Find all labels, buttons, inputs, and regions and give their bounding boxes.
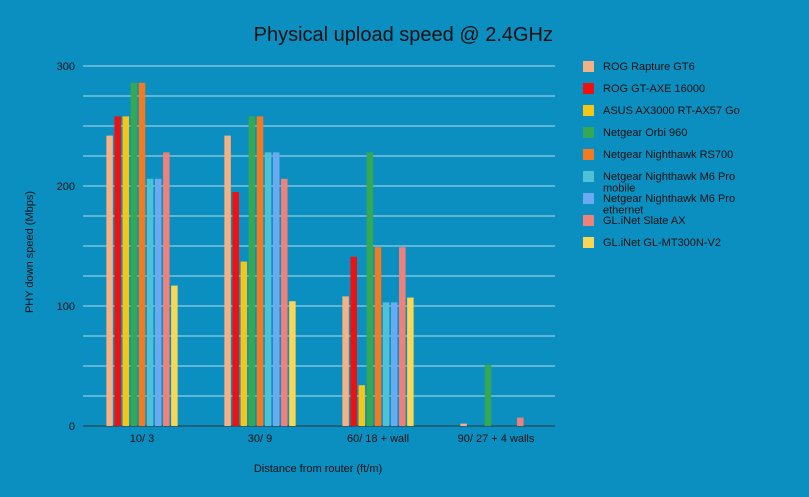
legend-label: Netgear Nighthawk RS700	[603, 149, 733, 161]
y-tick-label: 0	[69, 421, 75, 433]
bar	[248, 116, 256, 427]
bar	[171, 285, 178, 426]
y-tick-label: 200	[57, 181, 75, 193]
bar	[146, 178, 154, 426]
bar	[106, 135, 113, 426]
legend-label: GL.iNet Slate AX	[603, 215, 686, 227]
legend-swatch	[583, 171, 594, 182]
legend-swatch	[583, 105, 594, 116]
legend-swatch	[583, 215, 594, 226]
bar	[154, 178, 162, 426]
legend-swatch	[583, 193, 594, 204]
legend-swatch	[583, 127, 594, 138]
legend-label: ROG Rapture GT6	[603, 61, 695, 73]
bar	[460, 423, 467, 426]
legend-label: Netgear Nighthawk M6 Pro ethernet	[603, 193, 735, 217]
x-axis-label: Distance from router (ft/m)	[254, 463, 382, 475]
x-tick-label: 30/ 9	[248, 433, 272, 445]
chart-title: Physical upload speed @ 2.4GHz	[254, 24, 553, 46]
bar	[130, 82, 138, 427]
grid-lines	[83, 65, 555, 427]
bar	[407, 297, 414, 426]
bar	[232, 192, 239, 426]
bar	[289, 301, 296, 426]
legend-label: ASUS AX3000 RT-AX57 Go	[603, 105, 740, 117]
legend: ROG Rapture GT6 ROG GT-AXE 16000 ASUS AX30…	[583, 61, 740, 249]
bars	[106, 82, 524, 427]
bar	[114, 116, 121, 427]
bar	[138, 82, 146, 427]
bar	[399, 247, 406, 426]
bar	[272, 152, 280, 426]
bar	[517, 417, 524, 426]
x-tick-label: 10/ 3	[130, 433, 154, 445]
bar	[224, 135, 231, 426]
legend-swatch	[583, 237, 594, 248]
bar	[382, 302, 390, 426]
legend-swatch	[583, 61, 594, 72]
bar	[484, 364, 492, 426]
bar	[366, 152, 374, 426]
bar	[122, 116, 130, 427]
legend-swatch	[583, 83, 594, 94]
bar	[390, 302, 398, 426]
x-tick-labels: 10/ 3 30/ 9 60/ 18 + wall 90/ 27 + 4 walls	[130, 433, 535, 445]
legend-label: Netgear Orbi 960	[603, 127, 687, 139]
legend-label: GL.iNet GL-MT300N-V2	[603, 237, 721, 249]
legend-label: ROG GT-AXE 16000	[603, 83, 705, 95]
y-axis-label: PHY down speed (Mbps)	[24, 191, 36, 313]
legend-swatch	[583, 149, 594, 160]
bar	[358, 385, 366, 426]
bar	[256, 116, 264, 427]
legend-label: Netgear Nighthawk M6 Pro mobile	[603, 171, 735, 195]
bar	[374, 247, 382, 426]
bar	[281, 178, 288, 426]
bar	[350, 256, 357, 426]
x-tick-label: 60/ 18 + wall	[347, 433, 409, 445]
y-tick-label: 100	[57, 301, 75, 313]
y-tick-label: 300	[57, 61, 75, 73]
bar	[163, 152, 170, 426]
bar	[342, 296, 349, 426]
bar	[240, 261, 248, 426]
y-tick-labels: 0 100 200 300	[57, 61, 75, 433]
bar	[264, 152, 272, 426]
x-tick-label: 90/ 27 + 4 walls	[458, 433, 535, 445]
